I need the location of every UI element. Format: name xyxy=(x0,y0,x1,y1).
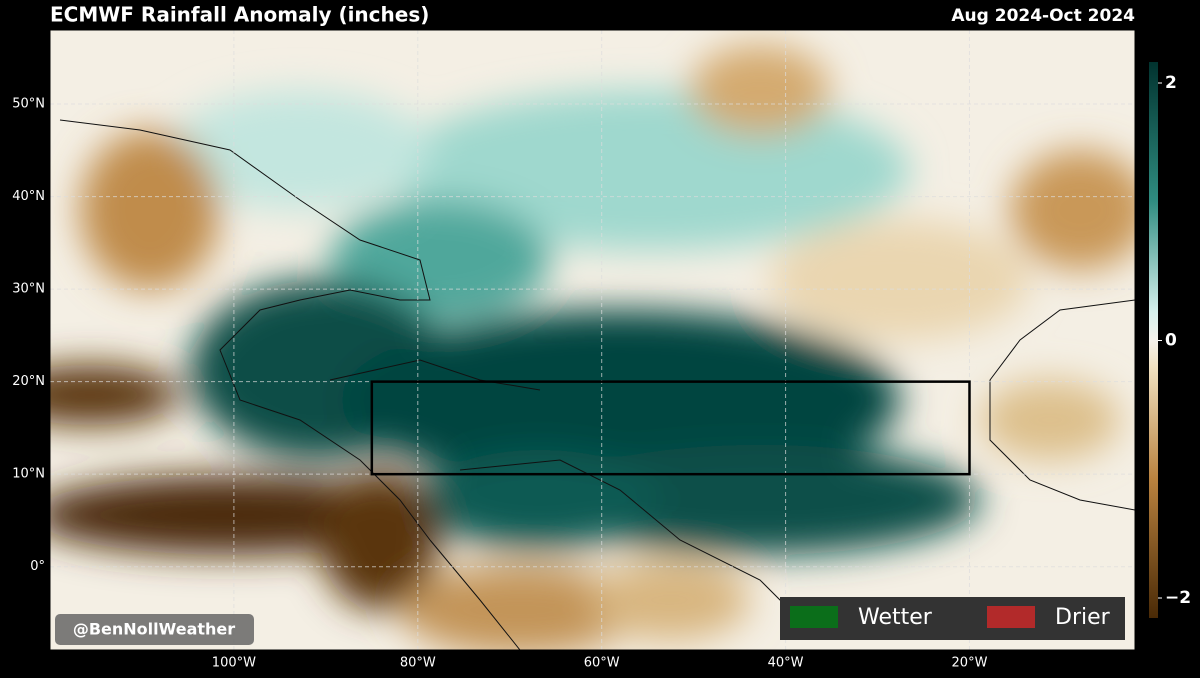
legend-label: Drier xyxy=(1055,605,1111,630)
period: Aug 2024-Oct 2024 xyxy=(951,6,1135,26)
watermark-box xyxy=(55,614,254,645)
legend-swatch xyxy=(987,606,1035,628)
lon-tick-label: 20°W xyxy=(952,656,988,671)
colorbar xyxy=(1149,62,1158,618)
lat-tick-label: 10°N xyxy=(12,467,45,482)
title: ECMWF Rainfall Anomaly (inches) xyxy=(50,3,429,27)
lat-tick-label: 0° xyxy=(30,559,45,574)
legend-label: Wetter xyxy=(858,605,933,630)
map-frame xyxy=(49,29,1136,651)
lat-tick-label: 50°N xyxy=(12,97,45,112)
legend-swatch xyxy=(790,606,838,628)
coastlines xyxy=(59,119,1135,650)
target-region xyxy=(370,380,971,476)
lat-tick-label: 20°N xyxy=(12,374,45,389)
lon-tick-label: 40°W xyxy=(768,656,804,671)
colorbar-tick-label: 2 xyxy=(1165,73,1177,93)
anomaly-field xyxy=(50,30,1135,650)
colorbar-tick-label: 0 xyxy=(1165,331,1177,351)
lat-tick-label: 40°N xyxy=(12,189,45,204)
colorbar-tick-label: −2 xyxy=(1165,588,1191,608)
watermark: @BenNollWeather xyxy=(73,620,235,639)
lon-tick-label: 100°W xyxy=(212,656,256,671)
lon-tick-label: 60°W xyxy=(584,656,620,671)
lon-tick-label: 80°W xyxy=(400,656,436,671)
lat-tick-label: 30°N xyxy=(12,282,45,297)
